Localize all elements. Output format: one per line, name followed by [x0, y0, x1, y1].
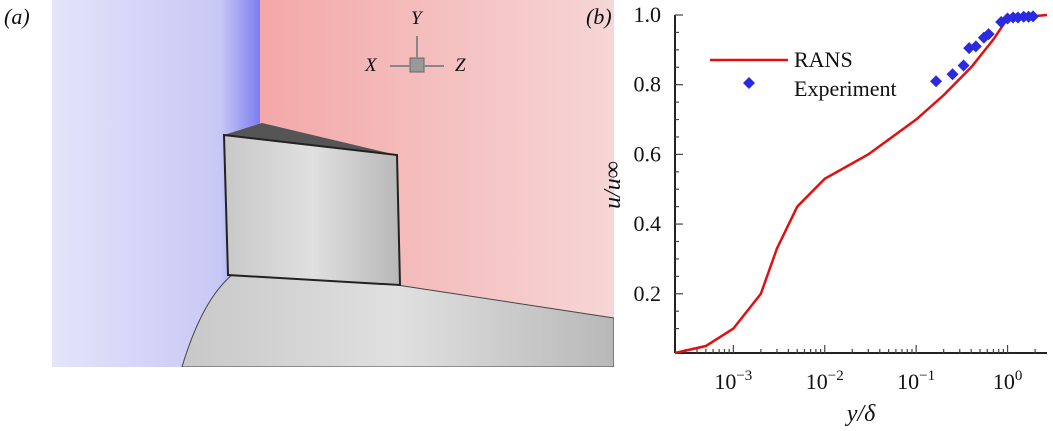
legend-experiment-swatch: [743, 77, 755, 89]
fin-face: [222, 133, 402, 287]
panel-b-label: (b): [586, 4, 612, 29]
experiment-point: [930, 75, 943, 88]
experiment-point: [977, 31, 990, 44]
y-tick-label: 1.0: [634, 2, 662, 27]
legend-rans-label: RANS: [794, 47, 853, 72]
x-tick-label: 100: [993, 368, 1023, 394]
panel-a-label: (a): [4, 4, 30, 29]
x-axis-label: y/δ: [845, 401, 876, 427]
experiment-point: [982, 28, 995, 41]
experiment-point: [969, 40, 982, 53]
y-tick-label: 0.6: [634, 141, 662, 166]
experiment-point: [995, 15, 1008, 28]
velocity-profile-chart: 10−3 10−2 10−1 100 0.2 0.4 0.6 0.8 1.0 y/δ u/u∞ RAN…: [600, 2, 1048, 427]
y-tick-label: 0.4: [634, 211, 662, 236]
experiment-point: [957, 59, 970, 72]
x-tick-label: 10−2: [806, 368, 844, 394]
rans-line: [674, 13, 1048, 355]
floor: [181, 274, 614, 367]
cfd-surface-render: [52, 0, 614, 367]
x-tick-label: 10−1: [897, 368, 935, 394]
experiment-point: [946, 68, 959, 81]
experiment-point: [1027, 10, 1040, 23]
axis-triad: [390, 36, 444, 73]
axis-x-label: X: [365, 55, 377, 76]
axis-y-label: Y: [411, 8, 422, 29]
y-axis-label: u/u∞: [600, 161, 626, 209]
fin-top: [224, 123, 397, 155]
y-tick-label: 0.2: [634, 281, 662, 306]
y-tick-label: 0.8: [634, 72, 662, 97]
x-tick-label: 10−3: [714, 368, 752, 394]
axis-z-label: Z: [455, 55, 466, 76]
legend-experiment-label: Experiment: [794, 76, 897, 101]
